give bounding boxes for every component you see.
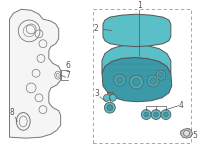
Text: 8: 8 [9,108,14,117]
Polygon shape [102,57,172,102]
Circle shape [151,110,161,120]
Circle shape [104,102,115,113]
Text: 2: 2 [93,24,112,33]
Circle shape [103,94,110,101]
Circle shape [156,70,166,80]
Polygon shape [103,14,171,47]
Circle shape [184,130,190,136]
Bar [93,9,191,143]
Circle shape [109,94,116,101]
Circle shape [116,77,123,83]
Text: 5: 5 [192,131,197,140]
Circle shape [163,112,168,117]
Circle shape [141,110,151,120]
Circle shape [107,105,113,111]
Polygon shape [102,45,171,73]
Circle shape [144,112,149,117]
Circle shape [133,78,140,86]
Circle shape [158,72,164,78]
Circle shape [161,110,171,120]
Circle shape [150,78,156,84]
Polygon shape [181,128,192,138]
Circle shape [154,112,159,117]
Text: 6: 6 [65,61,70,70]
Text: 7: 7 [65,71,70,80]
Ellipse shape [55,71,61,79]
Polygon shape [9,9,61,138]
Text: 3: 3 [95,89,99,98]
Circle shape [130,75,143,89]
Ellipse shape [16,113,30,130]
Text: 4: 4 [178,101,183,110]
Circle shape [114,74,126,86]
Circle shape [147,75,159,87]
Text: 1: 1 [137,1,142,10]
